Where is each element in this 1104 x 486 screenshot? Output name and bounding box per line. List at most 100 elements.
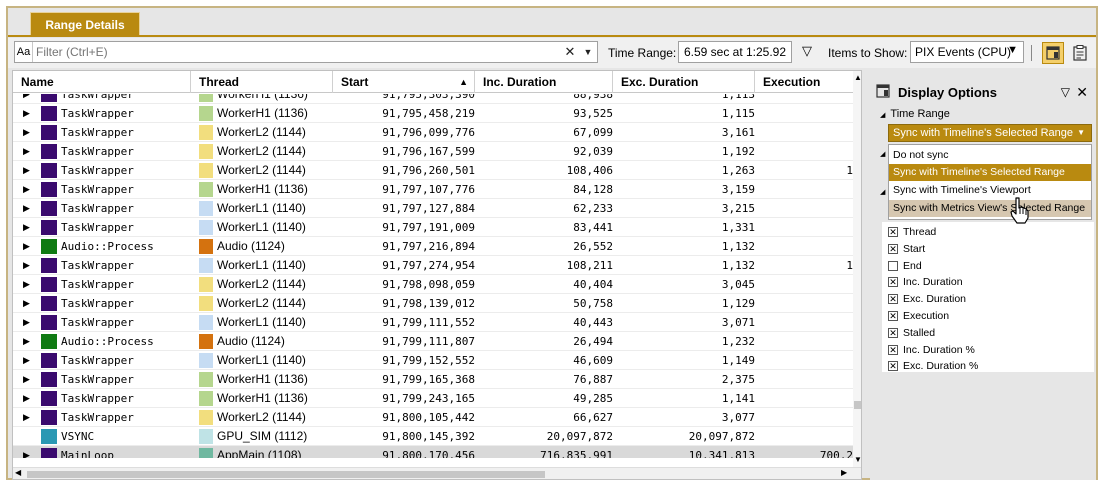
- time-range-field[interactable]: 6.59 sec at 1:25.92: [678, 41, 792, 63]
- thread-name: WorkerH1 (1136): [217, 106, 308, 120]
- expand-arrow-icon[interactable]: ▶: [23, 317, 30, 327]
- table-row[interactable]: ▶ TaskWrapper WorkerL1 (1140) 91,797,127,88…: [13, 199, 853, 218]
- column-checkbox[interactable]: ✕ Inc. Duration %: [888, 342, 975, 358]
- sync-option-selected-range[interactable]: Sync with Timeline's Selected Range: [889, 164, 1091, 181]
- inc-duration-value: 62,233: [573, 202, 613, 215]
- expand-arrow-icon[interactable]: ▶: [23, 336, 30, 346]
- table-row[interactable]: ▶ TaskWrapper WorkerH1 (1136) 91,799,165,36…: [13, 370, 853, 389]
- expand-arrow-icon[interactable]: ▶: [23, 108, 30, 118]
- table-row[interactable]: ▶ TaskWrapper WorkerL2 (1144) 91,796,167,59…: [13, 142, 853, 161]
- table-row[interactable]: ▶ TaskWrapper WorkerH1 (1136) 91,799,243,16…: [13, 389, 853, 408]
- start-value: 91,797,127,884: [382, 202, 475, 215]
- column-checkbox[interactable]: ✕ Thread: [888, 224, 936, 240]
- display-options-button[interactable]: [1042, 42, 1064, 64]
- filter-dropdown-icon[interactable]: ▼: [583, 47, 593, 57]
- match-case-toggle[interactable]: Aa: [15, 42, 33, 62]
- tab-range-details[interactable]: Range Details: [30, 12, 140, 36]
- table-row[interactable]: ▶ TaskWrapper WorkerL2 (1144) 91,796,260,50…: [13, 161, 853, 180]
- column-checkbox[interactable]: End: [888, 258, 922, 274]
- checkbox-icon[interactable]: ✕: [888, 227, 898, 237]
- table-row[interactable]: ▶ TaskWrapper WorkerL2 (1144) 91,798,139,01…: [13, 294, 853, 313]
- scroll-left-icon[interactable]: ◀: [15, 468, 22, 477]
- column-header-start[interactable]: Start ▲: [333, 71, 475, 93]
- filter-funnel-icon[interactable]: ▽: [802, 43, 812, 58]
- expand-arrow-icon[interactable]: ▶: [23, 146, 30, 156]
- expand-arrow-icon[interactable]: ▶: [23, 127, 30, 137]
- checkbox-icon[interactable]: [888, 260, 898, 271]
- table-row[interactable]: ▶ TaskWrapper WorkerH1 (1136) 91,795,458,21…: [13, 104, 853, 123]
- column-header-exc-duration[interactable]: Exc. Duration: [613, 71, 755, 93]
- expand-arrow-icon[interactable]: ▶: [23, 374, 30, 384]
- horizontal-scrollbar[interactable]: ◀ ▶: [13, 467, 861, 479]
- checkbox-icon[interactable]: ✕: [888, 327, 898, 338]
- scroll-up-icon[interactable]: ▲: [854, 73, 862, 82]
- inc-duration-value: 93,525: [573, 107, 613, 120]
- checkbox-icon[interactable]: ✕: [888, 344, 898, 355]
- thread-color-swatch: [199, 372, 213, 387]
- sync-option-do-not-sync[interactable]: Do not sync: [893, 149, 949, 161]
- checkbox-icon[interactable]: ✕: [888, 277, 898, 288]
- filter-input[interactable]: [33, 43, 561, 61]
- expand-arrow-icon[interactable]: ▶: [23, 298, 30, 308]
- horizontal-scroll-thumb[interactable]: [27, 471, 545, 478]
- sort-ascending-icon: ▲: [459, 77, 468, 87]
- expand-arrow-icon[interactable]: ▶: [23, 94, 30, 99]
- expand-arrow-icon[interactable]: ▶: [23, 260, 30, 270]
- scroll-down-icon[interactable]: ▼: [854, 455, 862, 464]
- clear-icon[interactable]: ✕: [564, 44, 576, 59]
- column-checkbox[interactable]: ✕ Stalled: [888, 325, 935, 341]
- expand-arrow-icon[interactable]: ▶: [23, 279, 30, 289]
- column-checkbox[interactable]: ✕ Exc. Duration: [888, 291, 966, 307]
- sync-option-viewport[interactable]: Sync with Timeline's Viewport: [893, 184, 1031, 196]
- expand-arrow-icon[interactable]: ▶: [23, 393, 30, 403]
- table-row[interactable]: ▶ TaskWrapper WorkerL1 (1140) 91,797,274,95…: [13, 256, 853, 275]
- sync-option-metrics-view[interactable]: Sync with Metrics View's Selected Range: [889, 200, 1091, 217]
- table-row[interactable]: ▶ TaskWrapper WorkerL1 (1140) 91,797,191,00…: [13, 218, 853, 237]
- checkbox-icon[interactable]: ✕: [888, 311, 898, 321]
- column-checkbox[interactable]: ✕ Start: [888, 241, 925, 257]
- panel-filter-icon[interactable]: ▽: [1060, 85, 1070, 99]
- event-name: VSYNC: [61, 430, 95, 443]
- table-row[interactable]: ▶ TaskWrapper WorkerL2 (1144) 91,796,099,77…: [13, 123, 853, 142]
- expand-arrow-icon[interactable]: ▶: [23, 241, 30, 251]
- checkbox-icon[interactable]: ✕: [888, 361, 898, 372]
- table-row[interactable]: VSYNC GPU_SIM (1112) 91,800,145,392 20,097,…: [13, 427, 853, 446]
- column-header-thread[interactable]: Thread: [191, 71, 333, 93]
- expand-arrow-icon[interactable]: ▶: [23, 450, 30, 458]
- column-checkbox[interactable]: ✕ Inc. Duration: [888, 274, 963, 290]
- checkbox-icon[interactable]: ✕: [888, 294, 898, 305]
- exc-duration-value: 1,192: [721, 145, 755, 158]
- close-icon[interactable]: ✕: [1076, 83, 1088, 100]
- vertical-scrollbar[interactable]: ▲ ▼: [853, 71, 862, 467]
- table-row[interactable]: ▶ Audio::Process Audio (1124) 91,799,111,80…: [13, 332, 853, 351]
- expand-arrow-icon[interactable]: ▶: [23, 355, 30, 365]
- execution-value: 1: [846, 164, 853, 177]
- table-row[interactable]: ▶ MainLoop AppMain (1108) 91,800,170,456 716…: [13, 446, 853, 458]
- vertical-scroll-thumb[interactable]: [854, 401, 861, 409]
- expand-arrow-icon[interactable]: ▶: [23, 222, 30, 232]
- items-to-show-select[interactable]: PIX Events (CPU) ▼: [910, 41, 1024, 63]
- checkbox-icon[interactable]: ✕: [888, 243, 898, 254]
- inc-duration-value: 67,099: [573, 126, 613, 139]
- scroll-right-icon[interactable]: ▶: [841, 468, 848, 477]
- table-row[interactable]: ▶ TaskWrapper WorkerL2 (1144) 91,798,098,05…: [13, 275, 853, 294]
- table-row[interactable]: ▶ TaskWrapper WorkerH1 (1136) 91,797,107,77…: [13, 180, 853, 199]
- column-header-inc-duration[interactable]: Inc. Duration: [475, 71, 613, 93]
- expand-arrow-icon[interactable]: ▶: [23, 165, 30, 175]
- column-checkbox[interactable]: ✕ Exc. Duration %: [888, 358, 978, 374]
- column-header-name[interactable]: Name: [13, 71, 191, 93]
- column-checkbox[interactable]: ✕ Execution: [888, 308, 949, 324]
- expand-arrow-icon[interactable]: ▶: [23, 184, 30, 194]
- column-header-execution[interactable]: Execution: [763, 75, 821, 89]
- column-checkbox-label: Start: [903, 242, 926, 255]
- table-row[interactable]: ▶ TaskWrapper WorkerH1 (1136) 91,795,303,39…: [13, 94, 853, 104]
- table-row[interactable]: ▶ TaskWrapper WorkerL2 (1144) 91,800,105,44…: [13, 408, 853, 427]
- table-row[interactable]: ▶ TaskWrapper WorkerL1 (1140) 91,799,111,55…: [13, 313, 853, 332]
- section-time-range[interactable]: ◢ Time Range: [880, 108, 950, 120]
- expand-arrow-icon[interactable]: ▶: [23, 203, 30, 213]
- sync-select[interactable]: Sync with Timeline's Selected Range ▼: [888, 124, 1092, 142]
- table-row[interactable]: ▶ Audio::Process Audio (1124) 91,797,216,89…: [13, 237, 853, 256]
- expand-arrow-icon[interactable]: ▶: [23, 412, 30, 422]
- copy-button[interactable]: [1070, 43, 1090, 63]
- table-row[interactable]: ▶ TaskWrapper WorkerL1 (1140) 91,799,152,55…: [13, 351, 853, 370]
